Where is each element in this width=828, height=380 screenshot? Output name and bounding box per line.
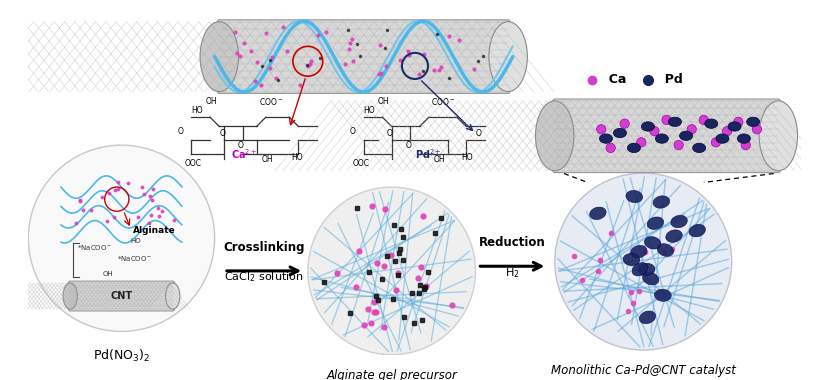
Text: *NaCOO$^{-}$: *NaCOO$^{-}$ — [77, 243, 111, 252]
Text: O: O — [405, 141, 411, 150]
Circle shape — [649, 127, 658, 136]
Circle shape — [673, 141, 682, 150]
Ellipse shape — [746, 117, 758, 127]
Text: HO: HO — [131, 238, 142, 244]
Circle shape — [554, 173, 731, 350]
Circle shape — [721, 127, 731, 136]
Ellipse shape — [643, 237, 660, 249]
Text: Crosslinking: Crosslinking — [223, 241, 305, 254]
Ellipse shape — [638, 263, 654, 276]
Circle shape — [307, 187, 475, 355]
Circle shape — [751, 125, 761, 134]
Ellipse shape — [704, 119, 717, 128]
Ellipse shape — [200, 22, 238, 92]
Ellipse shape — [589, 207, 605, 220]
Text: *NaCOO$^{-}$: *NaCOO$^{-}$ — [117, 254, 152, 263]
Ellipse shape — [63, 283, 77, 309]
Ellipse shape — [667, 117, 681, 127]
Text: Pd: Pd — [656, 73, 682, 86]
Ellipse shape — [630, 245, 646, 258]
Ellipse shape — [535, 101, 573, 171]
Circle shape — [28, 145, 214, 331]
Text: Alginate gel precursor: Alginate gel precursor — [326, 369, 456, 380]
Text: HO: HO — [291, 153, 302, 162]
Text: OH: OH — [103, 271, 113, 277]
Ellipse shape — [665, 230, 681, 242]
Text: Ca$^{2+}$: Ca$^{2+}$ — [231, 147, 258, 162]
Ellipse shape — [679, 131, 691, 141]
Ellipse shape — [166, 283, 180, 309]
Circle shape — [661, 115, 671, 125]
Circle shape — [636, 138, 645, 147]
Text: CaCl$_2$ solution: CaCl$_2$ solution — [224, 258, 303, 283]
Text: OH: OH — [261, 155, 272, 164]
Ellipse shape — [638, 311, 655, 324]
Text: Ca: Ca — [599, 73, 626, 86]
Circle shape — [698, 115, 708, 125]
Text: O: O — [238, 141, 243, 150]
Ellipse shape — [631, 263, 647, 276]
Circle shape — [686, 125, 696, 134]
Text: HO: HO — [363, 106, 375, 115]
FancyBboxPatch shape — [217, 20, 509, 93]
Text: COO$^-$: COO$^-$ — [431, 96, 455, 107]
Text: O: O — [475, 128, 481, 138]
Text: O: O — [349, 127, 355, 136]
Ellipse shape — [641, 122, 653, 131]
FancyBboxPatch shape — [68, 281, 175, 311]
Ellipse shape — [627, 143, 640, 152]
Circle shape — [619, 119, 628, 128]
Text: HO: HO — [191, 106, 203, 115]
Circle shape — [605, 143, 614, 152]
Text: OH: OH — [433, 155, 445, 164]
Text: OH: OH — [378, 97, 389, 106]
Ellipse shape — [647, 217, 663, 230]
Text: Monolithic Ca-Pd@CNT catalyst: Monolithic Ca-Pd@CNT catalyst — [550, 364, 734, 377]
Text: O: O — [177, 127, 183, 136]
Ellipse shape — [625, 190, 642, 203]
Text: Alginate: Alginate — [132, 226, 176, 235]
Text: OOC: OOC — [185, 159, 201, 168]
Ellipse shape — [691, 143, 705, 152]
Text: Reduction: Reduction — [478, 236, 545, 249]
Ellipse shape — [599, 134, 612, 143]
Ellipse shape — [657, 244, 672, 256]
Text: HO: HO — [461, 153, 473, 162]
Text: O: O — [219, 128, 225, 138]
Ellipse shape — [670, 215, 686, 228]
Ellipse shape — [727, 122, 740, 131]
Ellipse shape — [758, 101, 797, 171]
Ellipse shape — [688, 224, 705, 237]
Ellipse shape — [736, 134, 749, 143]
FancyBboxPatch shape — [552, 99, 779, 173]
Ellipse shape — [642, 272, 658, 285]
Circle shape — [740, 141, 749, 150]
Text: OH: OH — [205, 97, 217, 106]
Ellipse shape — [652, 196, 669, 208]
Text: OOC: OOC — [352, 159, 369, 168]
Text: H$_2$: H$_2$ — [504, 254, 518, 280]
Text: Pd(NO$_3$)$_2$: Pd(NO$_3$)$_2$ — [93, 348, 150, 364]
Text: Pd$^{2+}$: Pd$^{2+}$ — [415, 147, 441, 162]
Ellipse shape — [623, 253, 639, 266]
Circle shape — [596, 125, 605, 134]
Ellipse shape — [655, 134, 667, 143]
Ellipse shape — [654, 289, 671, 301]
Text: O: O — [387, 128, 392, 138]
Ellipse shape — [613, 128, 626, 138]
Ellipse shape — [715, 134, 728, 143]
Circle shape — [710, 138, 720, 147]
Text: CNT: CNT — [110, 291, 132, 301]
Text: COO$^-$: COO$^-$ — [259, 96, 283, 107]
Ellipse shape — [489, 22, 527, 92]
Circle shape — [733, 117, 742, 127]
